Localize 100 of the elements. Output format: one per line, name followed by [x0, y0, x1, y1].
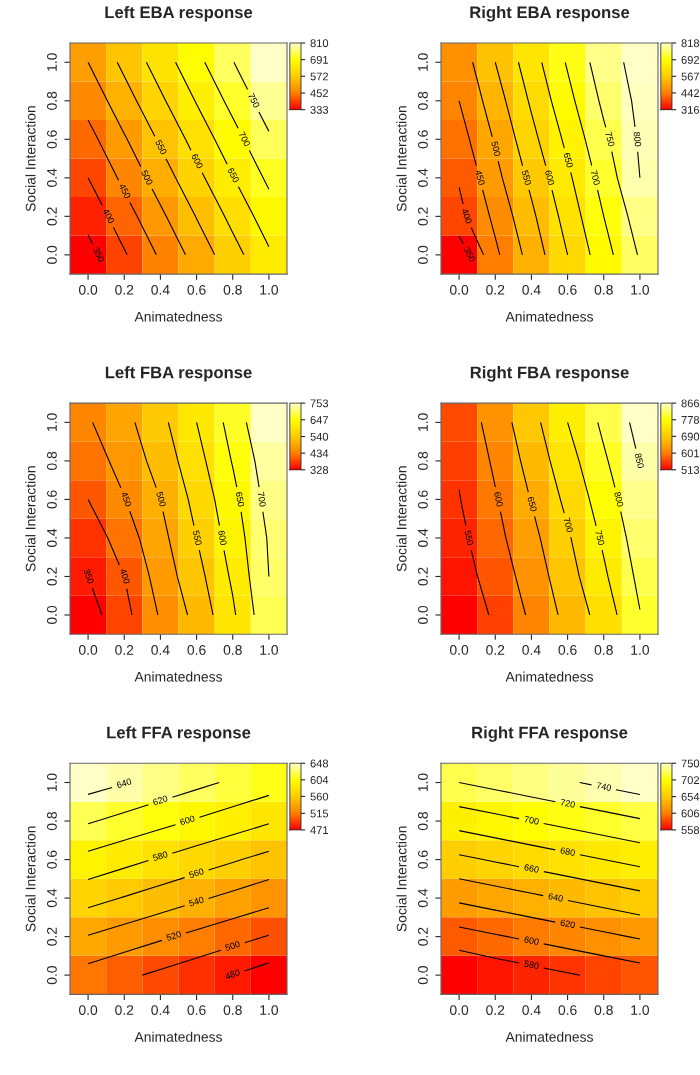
y-tick-label: 0.0 — [418, 966, 428, 985]
annotation: 700 — [590, 170, 601, 186]
annotation: 750 — [605, 131, 615, 147]
color-bar-label: 654 — [681, 792, 700, 801]
color-bar-label: 333 — [310, 105, 329, 114]
annotation: 550 — [464, 530, 474, 546]
color-bar-label: 750 — [681, 759, 700, 768]
y-tick-label: 0.8 — [47, 91, 57, 110]
annotation: 400 — [102, 208, 115, 224]
y-tick-label: 0.6 — [47, 490, 57, 509]
x-tick-label: 0.0 — [78, 284, 98, 295]
x-tick-label: 0.4 — [151, 1005, 170, 1015]
x-axis-title: Animatedness — [134, 671, 223, 682]
annotation: 850 — [634, 453, 645, 469]
y-tick-label: 0.4 — [47, 528, 57, 548]
y-axis-title: Social Interaction — [25, 106, 36, 212]
y-tick-label: 0.4 — [418, 888, 428, 908]
chart-title: Left FFA response — [107, 726, 251, 742]
color-bar-label: 810 — [310, 39, 329, 48]
y-tick-label: 1.0 — [47, 773, 57, 792]
annotation: 600 — [179, 815, 196, 826]
annotation: 500 — [491, 141, 501, 157]
annotation: 700 — [238, 131, 251, 147]
x-axis-title: Animatedness — [134, 311, 223, 322]
annotation: 400 — [119, 568, 131, 585]
annotation: 720 — [560, 798, 576, 808]
x-tick-label: 0.6 — [558, 645, 577, 655]
color-bar-label: 452 — [310, 89, 329, 98]
x-tick-label: 1.0 — [260, 645, 279, 655]
x-tick-label: 0.6 — [558, 1005, 577, 1015]
annotation: 550 — [155, 139, 168, 155]
annotation: 450 — [475, 169, 486, 186]
annotation: 580 — [523, 960, 540, 970]
color-bar-label: 818 — [681, 39, 700, 48]
chart-title: Right EBA response — [470, 5, 630, 22]
y-tick-label: 0.8 — [418, 811, 428, 831]
x-tick-label: 1.0 — [631, 1005, 650, 1015]
x-tick-label: 0.6 — [187, 645, 206, 655]
annotation: 600 — [544, 169, 555, 186]
annotation: 520 — [165, 930, 182, 942]
x-tick-label: 0.4 — [522, 284, 541, 295]
y-tick-label: 0.4 — [47, 888, 57, 908]
annotation: 480 — [224, 969, 241, 980]
x-tick-label: 0.2 — [486, 284, 505, 295]
y-tick-label: 0.2 — [47, 567, 57, 586]
color-bar-label: 558 — [681, 826, 700, 835]
color-bar-label: 648 — [310, 759, 329, 768]
annotation: 350 — [83, 568, 95, 585]
x-tick-label: 0.8 — [594, 1005, 613, 1015]
annotation: 450 — [118, 183, 132, 199]
y-tick-label: 0.2 — [418, 567, 428, 586]
x-axis-title: Animatedness — [505, 1031, 594, 1042]
color-bar-label: 647 — [310, 416, 329, 424]
color-bar-label: 515 — [310, 809, 329, 818]
x-tick-label: 0.4 — [522, 645, 541, 655]
y-tick-label: 0.0 — [418, 605, 428, 625]
x-tick-label: 0.4 — [151, 284, 170, 295]
color-bar-label: 691 — [310, 55, 329, 64]
color-bar-label: 753 — [310, 399, 329, 408]
y-tick-label: 0.6 — [418, 850, 428, 869]
x-tick-label: 0.2 — [486, 1005, 505, 1015]
y-tick-label: 1.0 — [418, 53, 428, 71]
color-bar-label: 442 — [681, 89, 700, 97]
y-tick-label: 1.0 — [47, 413, 57, 431]
annotation: 350 — [463, 246, 476, 263]
x-tick-label: 0.0 — [449, 1005, 469, 1015]
y-tick-label: 1.0 — [418, 773, 428, 792]
color-bar-label: 560 — [310, 792, 329, 801]
annotation: 660 — [524, 863, 540, 873]
y-axis-title: Social Interaction — [25, 826, 36, 932]
color-bar-label: 540 — [310, 432, 329, 441]
annotation: 600 — [524, 936, 540, 946]
y-tick-label: 0.0 — [47, 966, 57, 985]
annotation: 500 — [224, 940, 241, 952]
annotation: 650 — [235, 491, 245, 507]
y-tick-label: 0.6 — [418, 490, 428, 509]
x-tick-label: 0.2 — [115, 284, 134, 295]
color-bar-label: 328 — [310, 466, 329, 474]
color-bar-label: 702 — [681, 776, 700, 785]
color-bar-label: 513 — [681, 466, 700, 474]
y-tick-label: 0.6 — [47, 850, 57, 869]
x-tick-label: 1.0 — [260, 1005, 279, 1015]
chart-title: Left FBA response — [105, 366, 252, 382]
color-bar-label: 434 — [310, 449, 329, 458]
y-tick-label: 0.8 — [418, 451, 428, 471]
y-tick-label: 0.8 — [47, 811, 57, 831]
y-tick-label: 0.2 — [418, 207, 428, 226]
annotation: 740 — [596, 782, 612, 792]
color-bar-label: 572 — [310, 72, 329, 81]
color-bar-label: 606 — [681, 809, 700, 818]
y-tick-label: 0.6 — [47, 130, 57, 149]
x-tick-label: 0.6 — [187, 284, 206, 295]
x-tick-label: 0.8 — [594, 645, 613, 655]
x-tick-label: 0.6 — [187, 1005, 206, 1015]
y-tick-label: 0.2 — [47, 927, 57, 946]
color-bar-label: 690 — [681, 432, 700, 441]
y-tick-label: 0.4 — [47, 168, 57, 187]
y-axis-title: Social Interaction — [25, 466, 36, 572]
color-bar-label: 692 — [681, 56, 700, 64]
y-axis-title: Social Interaction — [396, 826, 407, 932]
